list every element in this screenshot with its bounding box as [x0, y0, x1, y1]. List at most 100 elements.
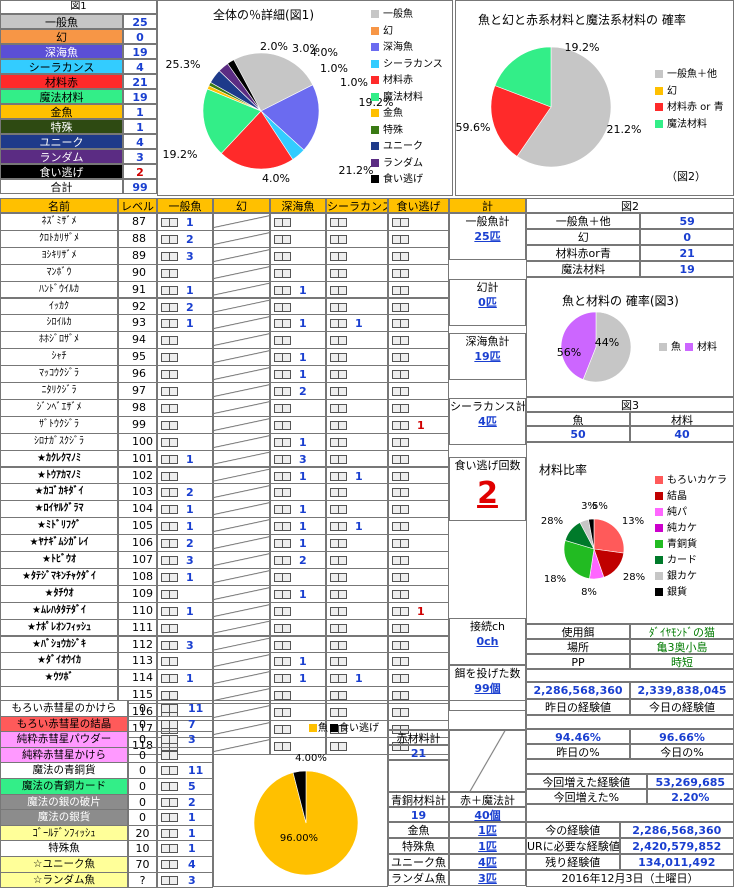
spin-button[interactable]	[400, 471, 409, 481]
spin-button[interactable]	[338, 640, 347, 650]
spin-button[interactable]	[338, 403, 347, 413]
spin-button[interactable]	[282, 674, 291, 684]
spin-button[interactable]	[400, 218, 409, 227]
spin-button[interactable]	[169, 782, 178, 791]
spin-button[interactable]	[282, 403, 291, 413]
spin-button[interactable]	[400, 623, 409, 633]
spin-button[interactable]	[169, 454, 178, 464]
spin-button[interactable]	[169, 719, 178, 729]
spin-button[interactable]	[338, 674, 347, 684]
spin-button[interactable]	[169, 750, 178, 760]
spin-button[interactable]	[282, 268, 291, 278]
spin-button[interactable]	[338, 370, 347, 380]
spin-button[interactable]	[169, 437, 178, 447]
spin-button[interactable]	[338, 539, 347, 549]
spin-button[interactable]	[169, 403, 178, 413]
spin-button[interactable]	[282, 454, 291, 464]
spin-button[interactable]	[169, 674, 178, 684]
spin-button[interactable]	[400, 522, 409, 532]
spin-button[interactable]	[338, 336, 347, 346]
spin-button[interactable]	[400, 268, 409, 278]
spin-button[interactable]	[400, 420, 409, 430]
spin-button[interactable]	[282, 488, 291, 498]
spin-button[interactable]	[169, 268, 178, 278]
spin-button[interactable]	[282, 218, 291, 227]
spin-button[interactable]	[338, 420, 347, 430]
spin-button[interactable]	[338, 572, 347, 582]
spin-button[interactable]	[400, 539, 409, 549]
spin-button[interactable]	[169, 735, 178, 745]
spin-button[interactable]	[338, 353, 347, 363]
spin-button[interactable]	[400, 234, 409, 244]
spin-button[interactable]	[400, 505, 409, 515]
spin-button[interactable]	[400, 556, 409, 565]
spin-button[interactable]	[169, 505, 178, 515]
spin-button[interactable]	[400, 353, 409, 363]
spin-button[interactable]	[400, 572, 409, 582]
spin-button[interactable]	[169, 336, 178, 346]
spin-button[interactable]	[338, 319, 347, 329]
spin-button[interactable]	[169, 353, 178, 363]
spin-button[interactable]	[400, 606, 409, 616]
spin-button[interactable]	[282, 471, 291, 481]
spin-button[interactable]	[169, 370, 178, 380]
spin-button[interactable]	[338, 741, 347, 751]
spin-button[interactable]	[169, 488, 178, 498]
spin-button[interactable]	[282, 556, 291, 565]
spin-button[interactable]	[400, 454, 409, 464]
spin-button[interactable]	[338, 522, 347, 532]
spin-button[interactable]	[169, 539, 178, 549]
spin-button[interactable]	[338, 606, 347, 616]
spin-button[interactable]	[400, 336, 409, 346]
spin-button[interactable]	[400, 285, 409, 295]
spin-button[interactable]	[169, 420, 178, 430]
spin-button[interactable]	[169, 234, 178, 244]
spin-button[interactable]	[400, 708, 409, 718]
spin-button[interactable]	[400, 589, 409, 599]
spin-button[interactable]	[169, 285, 178, 295]
spin-button[interactable]	[282, 572, 291, 582]
spin-button[interactable]	[338, 488, 347, 498]
spin-button[interactable]	[338, 454, 347, 464]
spin-button[interactable]	[338, 589, 347, 599]
spin-button[interactable]	[169, 875, 178, 885]
spin-button[interactable]	[282, 285, 291, 295]
spin-button[interactable]	[338, 691, 347, 701]
spin-button[interactable]	[282, 319, 291, 329]
spin-button[interactable]	[282, 741, 291, 751]
spin-button[interactable]	[338, 387, 347, 396]
spin-button[interactable]	[282, 353, 291, 363]
spin-button[interactable]	[338, 505, 347, 515]
spin-button[interactable]	[169, 623, 178, 633]
spin-button[interactable]	[169, 828, 178, 838]
spin-button[interactable]	[338, 725, 347, 734]
spin-button[interactable]	[169, 766, 178, 776]
spin-button[interactable]	[338, 268, 347, 278]
spin-button[interactable]	[282, 708, 291, 718]
spin-button[interactable]	[169, 844, 178, 854]
spin-button[interactable]	[338, 708, 347, 718]
spin-button[interactable]	[400, 302, 409, 312]
spin-button[interactable]	[282, 505, 291, 515]
spin-button[interactable]	[282, 539, 291, 549]
spin-button[interactable]	[282, 640, 291, 650]
spin-button[interactable]	[282, 336, 291, 346]
spin-button[interactable]	[400, 251, 409, 261]
spin-button[interactable]	[338, 285, 347, 295]
spin-button[interactable]	[282, 657, 291, 667]
spin-button[interactable]	[338, 657, 347, 667]
spin-button[interactable]	[169, 387, 178, 396]
spin-button[interactable]	[400, 488, 409, 498]
spin-button[interactable]	[169, 813, 178, 823]
spin-button[interactable]	[169, 797, 178, 807]
spin-button[interactable]	[282, 691, 291, 701]
spin-button[interactable]	[400, 640, 409, 650]
spin-button[interactable]	[400, 387, 409, 396]
spin-button[interactable]	[169, 606, 178, 616]
spin-button[interactable]	[282, 623, 291, 633]
spin-button[interactable]	[169, 691, 178, 701]
spin-button[interactable]	[282, 522, 291, 532]
spin-button[interactable]	[338, 251, 347, 261]
spin-button[interactable]	[169, 522, 178, 532]
spin-button[interactable]	[338, 471, 347, 481]
